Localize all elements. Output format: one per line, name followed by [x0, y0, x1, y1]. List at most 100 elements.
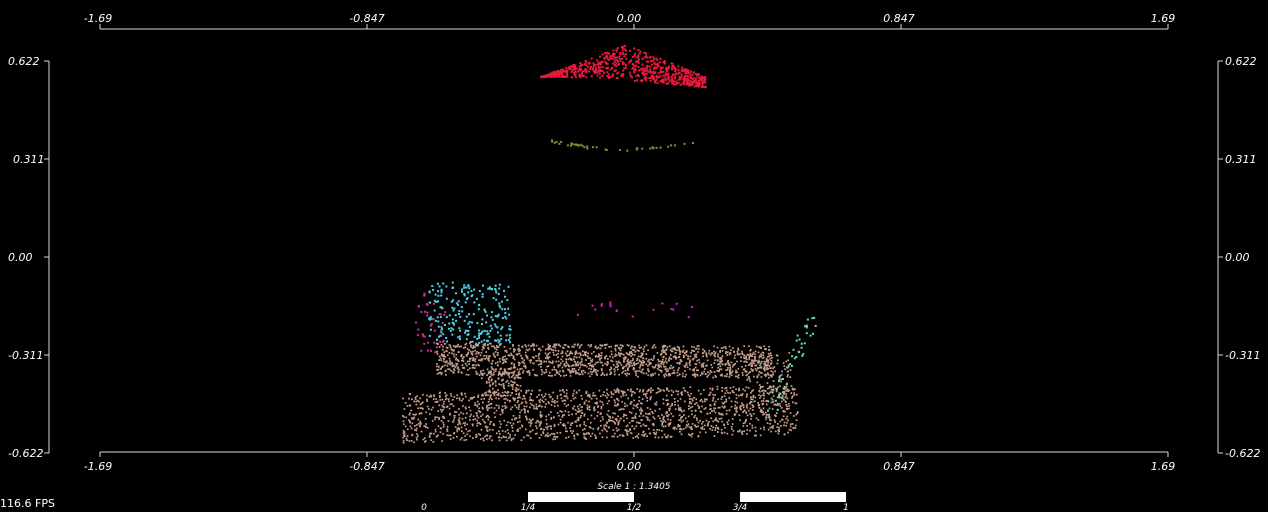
cloud-point — [608, 76, 611, 79]
cloud-point — [620, 74, 623, 77]
cloud-point — [442, 409, 444, 411]
cloud-point — [659, 66, 662, 69]
cloud-point — [553, 405, 556, 408]
cloud-point — [614, 353, 617, 355]
cloud-point — [607, 362, 609, 365]
cloud-point — [594, 308, 597, 311]
cloud-point — [537, 348, 540, 350]
cloud-point — [600, 354, 603, 357]
cloud-point — [446, 430, 449, 433]
cloud-point — [788, 428, 791, 431]
cloud-point — [780, 378, 783, 381]
cloud-point — [790, 429, 792, 432]
cloud-point — [435, 300, 437, 303]
cloud-point — [539, 404, 541, 407]
cloud-point — [419, 424, 421, 427]
cloud-point — [689, 70, 692, 73]
cloud-point — [478, 403, 480, 405]
cloud-point — [452, 398, 454, 401]
cloud-point — [726, 373, 728, 375]
cloud-point — [560, 397, 563, 400]
cloud-point — [649, 397, 652, 400]
cloud-point — [624, 429, 627, 431]
cloud-point — [499, 334, 502, 337]
cloud-point — [543, 371, 546, 374]
cloud-point — [689, 80, 692, 83]
cloud-point — [421, 407, 423, 409]
cloud-point — [698, 345, 700, 347]
cloud-point — [617, 364, 619, 367]
cloud-point — [494, 362, 497, 365]
cloud-point — [562, 68, 565, 71]
cloud-point — [621, 372, 623, 374]
cloud-point — [728, 345, 731, 348]
cloud-point — [522, 395, 525, 397]
cloud-point — [486, 330, 489, 333]
cloud-point — [758, 407, 761, 409]
cloud-point — [721, 350, 724, 352]
cloud-point — [420, 402, 423, 405]
cloud-point — [785, 395, 787, 398]
cloud-point — [702, 364, 704, 367]
cloud-point — [591, 304, 594, 307]
cloud-point — [564, 399, 567, 402]
cloud-point — [654, 71, 657, 74]
cloud-point — [735, 371, 737, 374]
cloud-point — [743, 357, 746, 360]
cloud-point — [682, 351, 684, 353]
cloud-point — [531, 343, 534, 345]
cloud-point — [417, 305, 420, 308]
cloud-point — [551, 74, 554, 77]
cloud-point — [501, 405, 504, 408]
cloud-point — [677, 423, 680, 426]
cloud-point — [650, 387, 652, 390]
cloud-point — [468, 349, 471, 351]
cloud-point — [796, 412, 799, 415]
cloud-point — [705, 365, 707, 367]
cloud-point — [741, 352, 744, 355]
cloud-point — [560, 352, 563, 355]
cloud-point — [441, 398, 444, 401]
cloud-point — [729, 372, 731, 374]
cloud-point — [791, 396, 793, 399]
cloud-point — [776, 404, 779, 406]
cloud-point — [678, 367, 680, 369]
cloud-point — [553, 436, 555, 438]
cloud-point — [673, 426, 676, 429]
cloud-point — [694, 374, 696, 376]
cloud-point — [582, 74, 585, 77]
cloud-point — [589, 62, 592, 65]
cloud-point — [538, 421, 540, 424]
cloud-point — [592, 365, 595, 368]
cloud-point — [647, 389, 650, 392]
cloud-point — [518, 404, 520, 406]
cloud-point — [638, 58, 641, 61]
cloud-point — [498, 357, 501, 360]
cloud-point — [436, 342, 439, 345]
cloud-point — [783, 393, 785, 395]
cloud-point — [524, 344, 527, 346]
cloud-point — [670, 389, 673, 392]
point-cloud — [402, 44, 817, 444]
cloud-point — [639, 411, 642, 414]
cloud-point — [662, 349, 665, 352]
cloud-point — [664, 373, 667, 375]
cloud-point — [557, 364, 560, 366]
cloud-point — [540, 369, 543, 371]
cloud-point — [646, 418, 649, 421]
cloud-point — [523, 359, 525, 362]
cloud-point — [599, 70, 602, 72]
cloud-point — [570, 352, 572, 354]
cloud-point — [768, 416, 771, 419]
cloud-point — [633, 392, 636, 394]
cloud-point — [486, 340, 488, 343]
cloud-point — [767, 400, 770, 403]
cloud-point — [692, 142, 694, 144]
cloud-point — [461, 417, 464, 420]
cloud-point — [739, 394, 742, 396]
cloud-point — [550, 404, 553, 406]
cloud-point — [629, 428, 631, 430]
cloud-point — [467, 322, 470, 325]
cloud-point — [631, 419, 633, 422]
